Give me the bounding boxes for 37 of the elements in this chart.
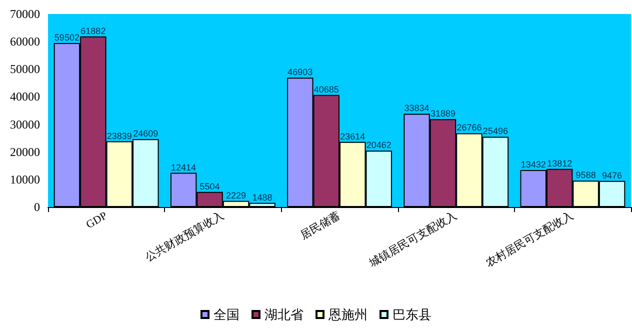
data-label: 46903 [288,67,313,78]
legend-label: 巴东县 [392,307,432,322]
data-label: 23614 [340,131,366,142]
data-label: 26766 [456,122,482,133]
data-label: 13812 [547,158,572,168]
data-label: 12414 [171,162,196,172]
data-label: 5504 [200,181,220,192]
y-tick-label: 0 [34,200,40,214]
x-tick-label: 城镇居民可支配收入 [366,208,460,270]
x-tick-label: GDP [84,210,110,232]
data-label: 9476 [602,170,622,180]
y-tick-label: 40000 [10,90,40,104]
data-label: 1488 [252,192,272,202]
y-tick-label: 60000 [10,34,40,49]
y-tick-label: 70000 [10,7,40,21]
data-label: 59502 [54,32,80,42]
data-label: 61882 [80,26,106,36]
data-label: 24609 [133,128,158,139]
data-label: 40685 [314,84,339,94]
data-label: 25496 [482,126,508,136]
data-label: 23839 [106,130,132,141]
y-tick-label: 10000 [10,172,40,186]
x-tick-label: 农村居民可支配收入 [483,208,576,270]
data-label: 20462 [366,140,392,150]
y-tick-label: 50000 [10,62,40,76]
data-label: 13432 [520,159,546,170]
y-tick-label: 20000 [10,144,40,159]
legend-label: 恩施州 [328,307,368,322]
data-label: 31889 [430,108,456,119]
x-tick-label: 居民储蓄 [298,208,342,242]
x-tick-label: 公共财政预算收入 [143,208,226,264]
data-label: 2229 [226,190,246,200]
legend-label: 湖北省 [264,307,304,322]
y-tick-label: 30000 [10,117,40,132]
legend-label: 全国 [214,307,240,322]
data-label: 33834 [404,103,430,114]
data-label: 9588 [576,170,596,180]
